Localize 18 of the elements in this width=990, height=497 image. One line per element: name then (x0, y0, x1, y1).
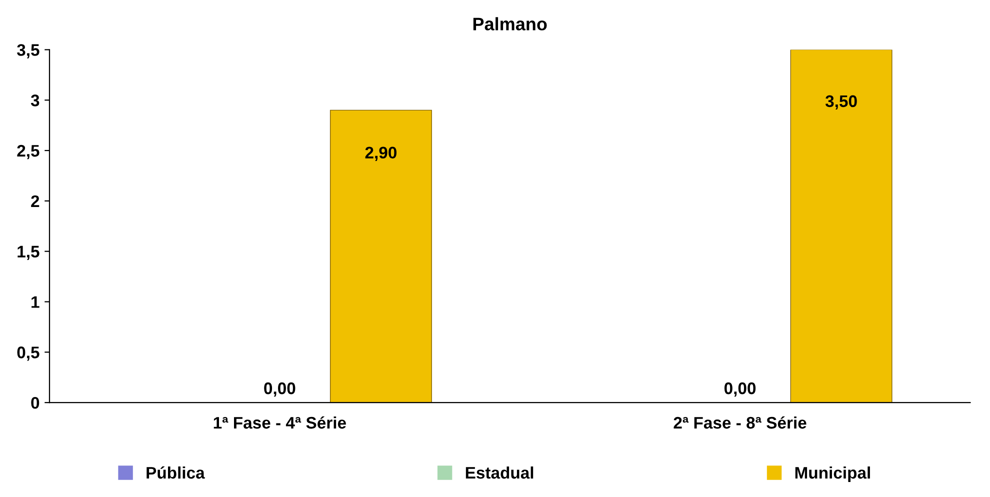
y-tick-label: 3,5 (16, 44, 40, 58)
legend-label: Estadual (466, 466, 534, 479)
y-tick-label: 2,5 (17, 144, 40, 160)
y-tick-label: 1,5 (18, 246, 40, 260)
x-tick-label: 2ª Fase - 8ª Série (674, 416, 806, 429)
chart-title: Palmano (473, 17, 547, 30)
data-label: 0,00 (264, 382, 296, 397)
y-tick-label: 0,5 (17, 346, 40, 361)
data-label: 2,90 (365, 146, 396, 161)
x-tick-label: 1ª Fase - 4ª Série (214, 416, 346, 429)
y-tick-label: 0 (31, 396, 40, 409)
legend-label: Pública (146, 466, 205, 479)
data-label: 0,00 (724, 382, 756, 397)
y-tick-label: 2 (31, 195, 40, 207)
y-tick-label: 1 (32, 296, 40, 308)
y-tick-label: 3 (30, 94, 40, 106)
data-label: 3,50 (825, 95, 857, 110)
legend-label: Municipal (795, 466, 870, 482)
